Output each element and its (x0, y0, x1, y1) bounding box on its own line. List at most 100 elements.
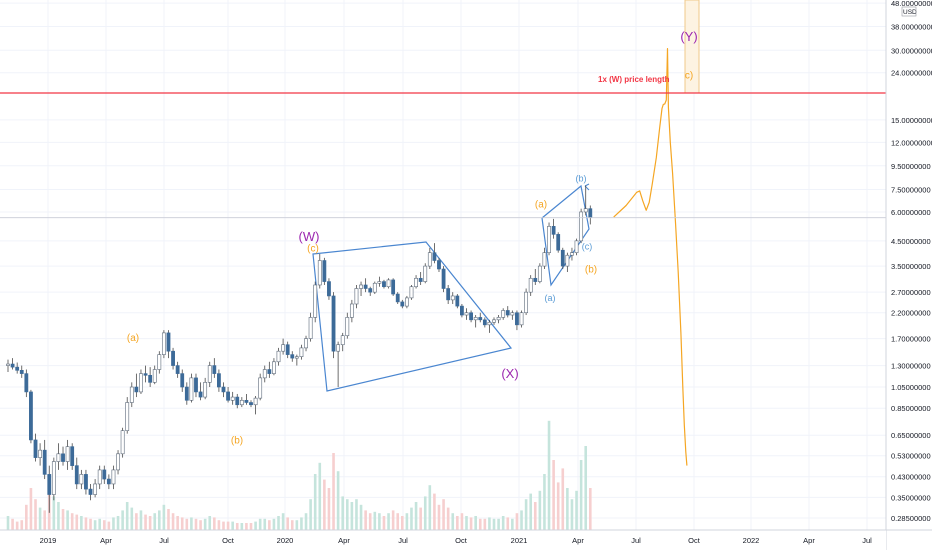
candle-body (391, 279, 396, 295)
wave-label: (X) (501, 366, 518, 381)
volume-bar (501, 516, 505, 530)
candle-body (349, 303, 354, 318)
candle-body (272, 361, 276, 374)
volume-bar (423, 496, 427, 530)
candle-body (19, 370, 24, 374)
candle-body (565, 254, 570, 267)
volume-bar (171, 513, 175, 530)
volume-bar (469, 517, 473, 530)
candle-body (217, 373, 221, 388)
volume-bar (350, 502, 354, 530)
candle-body (235, 396, 240, 406)
volume-bar (29, 488, 33, 530)
volume-bar (176, 516, 179, 530)
annotation-layer: (a)(b)(W)(c)(X)(a)(b)(c)(a)(b)(Y)c) (127, 29, 698, 447)
y-tick-label: 0.85000000 (891, 404, 931, 413)
candle-body (129, 386, 134, 403)
x-tick-label: 2019 (40, 536, 57, 545)
volume-bar (66, 510, 69, 530)
candle-body (152, 369, 157, 383)
volume-bar (102, 520, 106, 530)
candle-body (460, 305, 464, 316)
volume-bar (552, 460, 555, 530)
x-tick-label: Oct (688, 536, 701, 545)
candle-body (547, 226, 551, 253)
x-tick-label: 2022 (743, 536, 760, 545)
volume-bar (249, 523, 253, 530)
volume-bar (497, 518, 500, 530)
candle-body (15, 366, 20, 371)
volume-bar (373, 511, 377, 530)
y-tick-label: 1.05000000 (891, 383, 931, 392)
x-axis-panel[interactable] (0, 530, 886, 550)
volume-bar (520, 510, 523, 530)
volume-bar (511, 518, 514, 530)
candle-body (441, 268, 446, 289)
candle-body (304, 338, 308, 349)
x-tick-label: 2020 (277, 536, 294, 545)
volume-bar (313, 474, 317, 530)
volume-bar (203, 518, 207, 530)
volume-bar (529, 493, 532, 530)
volume-bar (6, 516, 10, 530)
y-axis-panel[interactable] (886, 0, 932, 550)
x-tick-label: Oct (455, 536, 468, 545)
wave-label: (a) (535, 199, 547, 210)
volume-bar (208, 516, 212, 530)
volume-bar (323, 479, 326, 530)
volume-bar (515, 513, 519, 530)
candle-body (6, 363, 10, 366)
wave-label: (W) (299, 229, 320, 244)
candle-body (368, 288, 373, 293)
volume-bar (162, 504, 166, 530)
volume-bar (396, 513, 400, 530)
candle-body (551, 226, 556, 235)
currency-box[interactable] (901, 6, 917, 17)
candle-body (404, 297, 409, 307)
candle-body (313, 284, 318, 318)
candle-body (56, 453, 61, 462)
volume-bar (281, 513, 285, 530)
candle-body (79, 474, 84, 485)
candle-body (203, 382, 208, 398)
channel-layer (312, 183, 590, 392)
volume-bar (336, 471, 340, 530)
candle-body (134, 386, 139, 393)
volume-bar (442, 499, 445, 530)
candle-body (47, 474, 52, 495)
volume-bar (355, 499, 358, 530)
volume-bar (584, 446, 588, 530)
forecast-path (613, 48, 688, 466)
volume-bar (38, 507, 42, 530)
y-tick-label: 12.00000000 (891, 138, 932, 147)
volume-bar (93, 520, 97, 530)
candle-body (299, 347, 304, 358)
candle-body (496, 317, 501, 321)
wave-label: (a) (127, 333, 139, 344)
volume-bar (300, 517, 303, 530)
candle-body (38, 449, 42, 458)
volume-bar (43, 510, 46, 530)
wave-label: (a) (545, 293, 556, 303)
y-tick-label: 38.00000000 (891, 23, 932, 32)
wave-label: (b) (585, 265, 597, 276)
wave-label: (b) (231, 435, 243, 446)
volume-bar (121, 510, 124, 530)
candle-body (175, 365, 180, 374)
volume-bar (451, 513, 455, 530)
volume-bar (194, 518, 198, 530)
volume-bar (25, 504, 28, 530)
candle-body (294, 356, 299, 359)
candle-body (276, 350, 281, 363)
x-tick-label: Jul (159, 536, 169, 545)
candle-body (464, 312, 469, 316)
target-line-text: 1x (W) price length (598, 75, 670, 84)
y-tick-label: 15.00000000 (891, 116, 932, 125)
candle-body (281, 344, 286, 352)
volume-bar (391, 510, 395, 530)
candle-body (537, 265, 542, 282)
candle-body (533, 277, 538, 282)
candle-body (171, 350, 175, 366)
